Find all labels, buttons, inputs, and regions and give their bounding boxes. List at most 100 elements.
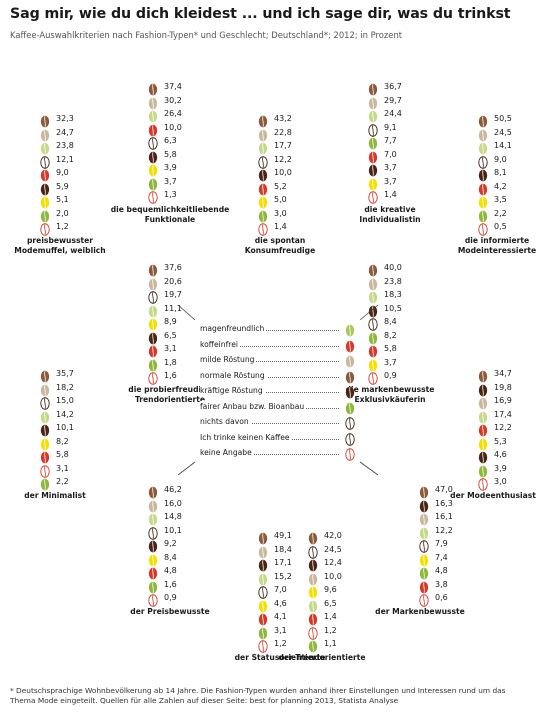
data-label: 5,8 bbox=[384, 344, 397, 353]
data-label: 6,5 bbox=[164, 330, 177, 340]
legend-leader-line bbox=[200, 376, 339, 378]
data-label: 15,0 bbox=[56, 396, 74, 405]
data-label: 4,1 bbox=[274, 612, 287, 621]
data-label: 20,6 bbox=[164, 276, 182, 286]
coffee-bean-icon bbox=[345, 446, 355, 465]
coffee-bean-icon bbox=[148, 276, 158, 295]
coffee-bean-icon bbox=[40, 382, 50, 401]
coffee-bean-icon bbox=[40, 113, 50, 132]
data-label: 1,2 bbox=[274, 639, 287, 648]
data-label: 46,2 bbox=[164, 485, 182, 494]
coffee-bean-icon bbox=[419, 579, 429, 598]
data-label: 0,6 bbox=[435, 593, 448, 602]
fashion-type-label: die informierte Modeinteressierte bbox=[457, 236, 537, 255]
coffee-bean-icon bbox=[368, 162, 378, 181]
data-label: 1,3 bbox=[164, 190, 177, 199]
data-label: 9,2 bbox=[164, 539, 177, 548]
coffee-bean-icon bbox=[148, 343, 158, 362]
data-label: 3,1 bbox=[56, 463, 69, 473]
data-label: 14,8 bbox=[164, 512, 182, 521]
data-label: 4,6 bbox=[494, 450, 507, 459]
legend-item: koffeinfrei bbox=[200, 338, 355, 352]
data-label: 17,1 bbox=[274, 558, 292, 567]
page-title: Sag mir, wie du dich kleidest ... und ic… bbox=[10, 6, 511, 22]
data-label: 10,0 bbox=[324, 571, 342, 581]
coffee-bean-icon bbox=[148, 370, 158, 389]
fashion-type-label: die kreative Individualistin bbox=[359, 205, 421, 224]
coffee-bean-icon bbox=[258, 625, 268, 644]
data-label: 9,0 bbox=[56, 168, 69, 177]
coffee-bean-icon bbox=[478, 113, 488, 132]
coffee-bean-icon bbox=[148, 538, 158, 557]
data-label: 4,6 bbox=[274, 598, 287, 608]
data-label: 4,8 bbox=[164, 566, 177, 575]
coffee-bean-icon bbox=[345, 369, 355, 388]
data-label: 34,7 bbox=[494, 369, 512, 378]
legend-item: kräftige Röstung bbox=[200, 384, 355, 399]
coffee-bean-icon bbox=[40, 395, 50, 414]
coffee-bean-icon bbox=[368, 122, 378, 141]
coffee-bean-icon bbox=[478, 422, 488, 441]
coffee-bean-icon bbox=[258, 221, 268, 240]
data-label: 30,2 bbox=[164, 95, 182, 105]
coffee-bean-icon bbox=[308, 638, 318, 657]
data-label: 1,8 bbox=[164, 357, 177, 367]
data-label: 19,8 bbox=[494, 382, 512, 392]
coffee-bean-icon bbox=[345, 415, 355, 434]
coffee-bean-icon bbox=[368, 262, 378, 281]
coffee-bean-icon bbox=[148, 95, 158, 114]
data-label: 16,9 bbox=[494, 396, 512, 405]
coffee-bean-icon bbox=[258, 598, 268, 617]
data-label: 3,0 bbox=[494, 477, 507, 486]
legend-leader-line bbox=[200, 345, 339, 347]
data-label: 4,2 bbox=[494, 181, 507, 191]
fashion-type-label: die markenbewusste Exklusivkäuferin bbox=[345, 385, 435, 404]
coffee-bean-icon bbox=[258, 154, 268, 173]
coffee-bean-icon bbox=[148, 316, 158, 335]
coffee-bean-icon bbox=[308, 571, 318, 590]
legend-label: kräftige Röstung bbox=[200, 385, 265, 397]
coffee-bean-icon bbox=[368, 370, 378, 389]
data-label: 23,8 bbox=[56, 141, 74, 150]
coffee-bean-icon bbox=[148, 525, 158, 544]
data-label: 29,7 bbox=[384, 95, 402, 105]
coffee-bean-icon bbox=[368, 95, 378, 114]
legend-item: nichts davon bbox=[200, 415, 355, 430]
coffee-bean-icon bbox=[148, 303, 158, 322]
coffee-bean-icon bbox=[308, 611, 318, 630]
legend-label: milde Röstung bbox=[200, 354, 257, 366]
coffee-bean-icon bbox=[258, 208, 268, 227]
data-label: 16,0 bbox=[164, 498, 182, 508]
coffee-bean-icon bbox=[148, 330, 158, 349]
coffee-bean-icon bbox=[148, 262, 158, 281]
legend-leader-line bbox=[200, 454, 339, 455]
data-label: 0,5 bbox=[494, 222, 507, 231]
coffee-bean-icon bbox=[258, 571, 268, 590]
data-label: 1,4 bbox=[274, 222, 287, 231]
coffee-bean-icon bbox=[148, 122, 158, 141]
coffee-bean-icon bbox=[368, 135, 378, 154]
coffee-bean-icon bbox=[368, 289, 378, 308]
coffee-bean-icon bbox=[308, 598, 318, 617]
fashion-type-label: die probierfreudige Trendorientierte bbox=[128, 385, 212, 404]
coffee-bean-icon bbox=[40, 154, 50, 173]
data-label: 3,8 bbox=[435, 579, 448, 589]
data-label: 7,4 bbox=[435, 552, 448, 562]
data-label: 17,7 bbox=[274, 141, 292, 150]
data-label: 17,4 bbox=[494, 409, 512, 419]
coffee-bean-icon bbox=[368, 357, 378, 376]
coffee-bean-icon bbox=[308, 625, 318, 644]
legend-label: keine Angabe bbox=[200, 447, 254, 459]
coffee-bean-icon bbox=[148, 579, 158, 598]
data-label: 1,6 bbox=[164, 579, 177, 589]
data-label: 10,0 bbox=[164, 122, 182, 132]
fashion-type-label: der Markenbewusste bbox=[375, 607, 465, 616]
data-label: 3,7 bbox=[384, 357, 397, 367]
data-label: 8,1 bbox=[494, 168, 507, 177]
data-label: 50,5 bbox=[494, 114, 512, 123]
coffee-bean-icon bbox=[148, 81, 158, 100]
coffee-bean-icon bbox=[478, 140, 488, 159]
coffee-bean-icon bbox=[345, 431, 355, 450]
coffee-bean-icon bbox=[478, 194, 488, 213]
data-label: 1,4 bbox=[324, 612, 337, 621]
